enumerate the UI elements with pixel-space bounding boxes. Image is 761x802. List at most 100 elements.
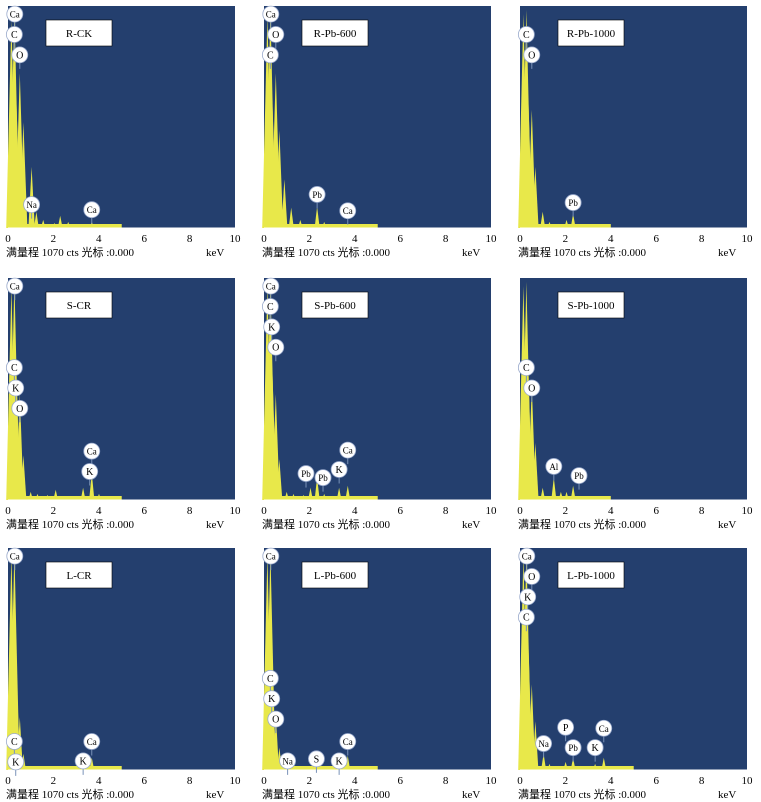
x-tick-label: 10 — [486, 775, 498, 787]
x-tick-label: 2 — [51, 233, 57, 245]
element-label: C — [261, 46, 279, 69]
element-label-circle — [83, 733, 101, 750]
element-label-text: Pb — [312, 190, 322, 200]
spectrum-peak — [276, 459, 283, 500]
spectrum-baseline — [8, 496, 122, 500]
element-label-text: K — [524, 592, 532, 603]
element-label-text: Na — [26, 200, 37, 210]
x-tick-label: 10 — [486, 505, 498, 517]
spectrum-peak — [271, 394, 280, 500]
x-tick-label: 2 — [563, 233, 569, 245]
element-label-text: Ca — [87, 447, 97, 457]
element-label-circle — [279, 752, 297, 770]
sample-title-box — [557, 291, 625, 319]
element-label-circle — [5, 26, 23, 43]
x-tick-label: 4 — [352, 505, 358, 517]
element-label: Ca — [518, 547, 536, 571]
plot-background — [264, 6, 491, 228]
element-label: O — [267, 26, 285, 49]
x-tick-label: 2 — [563, 505, 569, 517]
element-label-circle — [7, 379, 25, 397]
element-label: O — [267, 338, 285, 362]
x-tick-label: 0 — [261, 775, 267, 787]
element-label: Ca — [83, 201, 101, 224]
element-label: C — [517, 26, 535, 49]
x-tick-label: 0 — [517, 505, 523, 517]
element-label-text: Ca — [10, 10, 20, 20]
element-label: S — [308, 750, 325, 773]
sample-title-box — [301, 291, 369, 319]
spectrum-baseline — [264, 496, 378, 500]
element-label-text: Pb — [568, 198, 578, 208]
element-label-circle — [267, 338, 285, 356]
element-label-circle — [517, 26, 535, 43]
element-label-text: K — [268, 322, 276, 333]
element-label-circle — [6, 547, 24, 565]
plot-background — [8, 548, 235, 770]
x-tick-label: 4 — [96, 505, 102, 517]
element-label: Pb — [564, 739, 582, 762]
element-label-circle — [330, 461, 348, 478]
sample-title: S-Pb-600 — [314, 300, 356, 312]
x-tick-label: 0 — [517, 775, 523, 787]
x-tick-label: 6 — [397, 775, 403, 787]
x-tick-label: 8 — [699, 233, 705, 245]
element-label-text: Ca — [266, 282, 276, 292]
element-label-circle — [5, 733, 23, 750]
footer-full-scale-cursor: 满量程 1070 cts 光标 :0.000 — [6, 245, 135, 259]
element-label-text: O — [272, 715, 279, 726]
element-label-circle — [564, 194, 582, 211]
element-label: P — [557, 718, 575, 742]
element-label-circle — [83, 442, 101, 460]
element-label: K — [263, 318, 281, 341]
element-label-circle — [308, 750, 325, 768]
element-label: C — [5, 359, 23, 382]
x-axis-unit: keV — [206, 247, 224, 259]
x-tick-label: 4 — [96, 233, 102, 245]
element-label-text: Ca — [343, 206, 353, 216]
element-label-text: O — [528, 383, 535, 394]
sample-title-box — [557, 561, 625, 589]
spectrum-peak — [89, 473, 95, 500]
sample-title: L-CR — [66, 570, 92, 582]
plot-background — [520, 548, 747, 770]
element-label-text: C — [267, 302, 274, 313]
element-label: K — [74, 752, 92, 775]
element-label: O — [523, 379, 541, 402]
element-label: Pb — [314, 469, 332, 492]
element-label-text: Ca — [87, 205, 97, 215]
element-label-circle — [263, 318, 281, 336]
footer-full-scale-cursor: 满量程 1070 cts 光标 :0.000 — [518, 517, 647, 531]
element-label-text: Na — [282, 756, 293, 766]
x-tick-label: 8 — [443, 233, 449, 245]
x-tick-label: 6 — [397, 233, 403, 245]
element-label: Ca — [339, 441, 357, 465]
element-label-circle — [314, 469, 332, 487]
element-label-circle — [74, 752, 92, 770]
element-label-text: K — [336, 756, 344, 767]
sample-title: R-Pb-1000 — [567, 28, 616, 40]
element-label: Na — [23, 196, 41, 219]
element-label-circle — [523, 379, 541, 397]
element-label-text: K — [86, 467, 94, 478]
element-label-circle — [339, 202, 357, 220]
element-label-text: C — [11, 30, 18, 41]
footer-full-scale-cursor: 满量程 1070 cts 光标 :0.000 — [6, 517, 135, 531]
footer-full-scale-cursor: 满量程 1070 cts 光标 :0.000 — [518, 787, 647, 801]
element-label-circle — [11, 399, 29, 417]
x-tick-label: 4 — [608, 233, 614, 245]
x-tick-label: 8 — [699, 775, 705, 787]
spectrum-baseline — [8, 766, 122, 770]
element-label: Ca — [595, 719, 613, 743]
element-label-circle — [519, 588, 537, 606]
x-tick-label: 10 — [230, 233, 242, 245]
element-label: K — [263, 690, 281, 713]
spectrum-peak — [275, 130, 284, 228]
sample-title-box — [45, 291, 113, 319]
element-label-circle — [6, 277, 24, 295]
element-label-circle — [518, 547, 536, 565]
spectrum-peak — [314, 477, 320, 500]
element-label-circle — [535, 735, 553, 752]
x-tick-label: 0 — [517, 233, 523, 245]
